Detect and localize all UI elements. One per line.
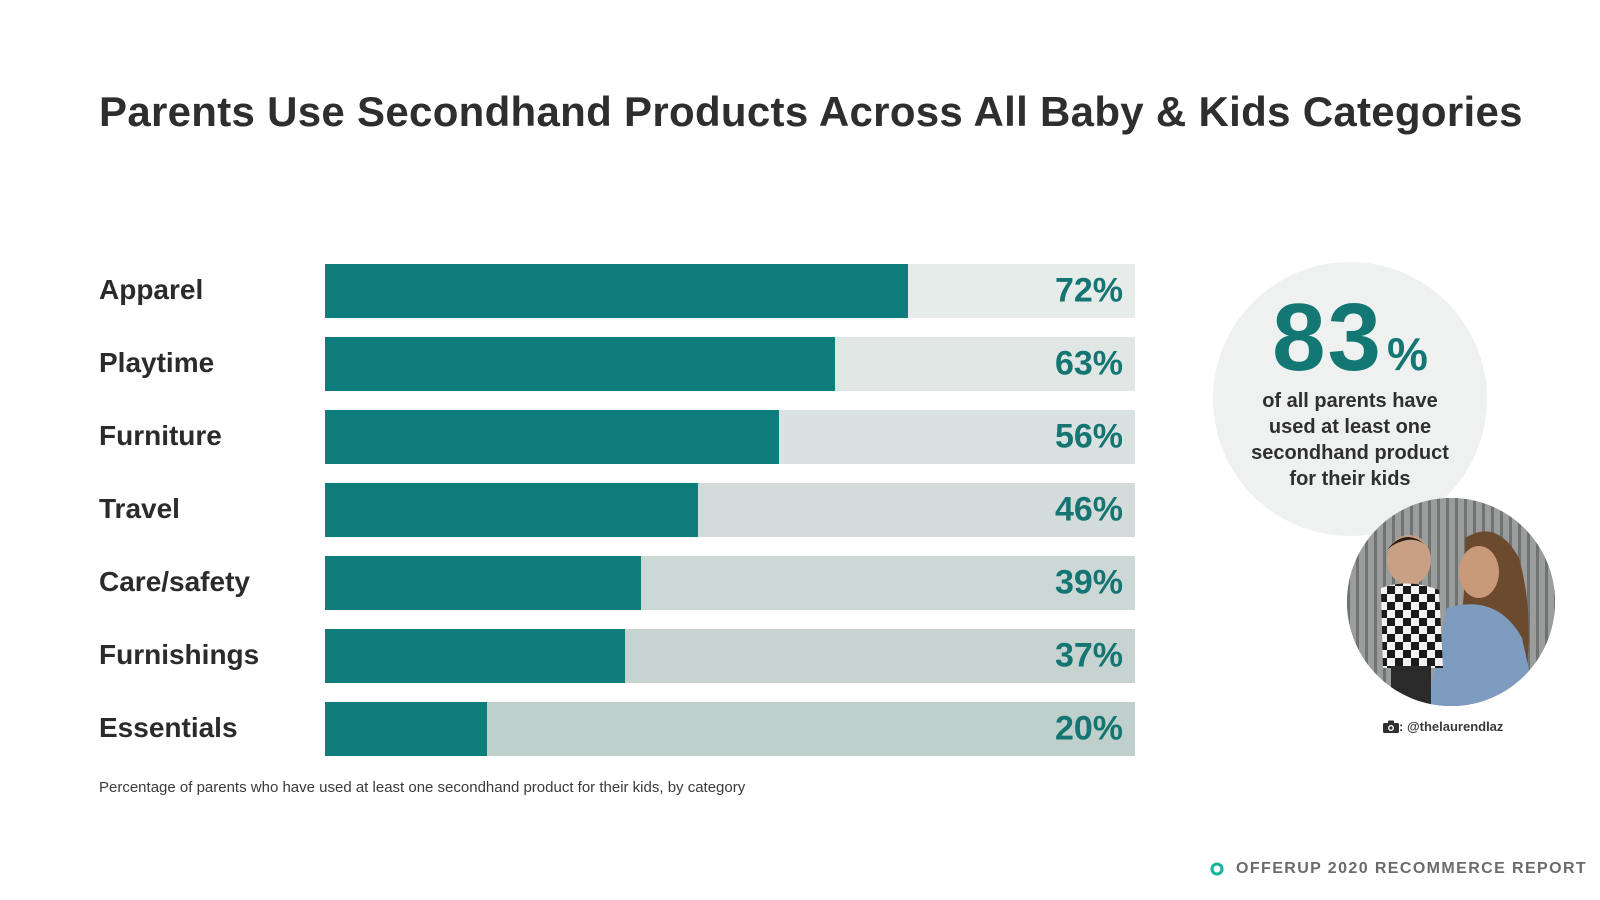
value-label: 72%	[1054, 271, 1123, 310]
footer-text: OFFERUP 2020 RECOMMERCE REPORT	[1236, 860, 1588, 877]
value-label: 56%	[1054, 417, 1123, 456]
bar-fill	[325, 702, 487, 756]
stat-line: of all parents have	[1262, 390, 1438, 412]
bar-fill	[325, 264, 909, 318]
bar-track: 46%	[325, 483, 1135, 537]
photo-credit-text: : @thelaurendlaz	[1399, 719, 1504, 734]
category-label: Furniture	[99, 420, 222, 451]
value-label: 63%	[1054, 344, 1123, 383]
stat-unit: %	[1386, 328, 1428, 380]
offerup-logo-icon	[1210, 862, 1224, 876]
page-title: Parents Use Secondhand Products Across A…	[99, 88, 1523, 135]
category-label: Furnishings	[99, 639, 260, 670]
photo-illustration	[1347, 498, 1555, 706]
stat-description: of all parents have used at least one se…	[1237, 388, 1463, 492]
parent-child-photo	[1347, 498, 1555, 706]
bar-fill	[325, 410, 779, 464]
report-footer: OFFERUP 2020 RECOMMERCE REPORT	[1210, 860, 1587, 878]
stat-line: used at least one	[1268, 416, 1432, 438]
chart-caption: Percentage of parents who have used at l…	[99, 779, 746, 796]
bar-chart: Apparel 72% Playtime 63% Furniture 56% Travel 4…	[99, 264, 1135, 756]
value-label: 37%	[1054, 636, 1123, 675]
category-label: Playtime	[99, 347, 215, 378]
bar-track: 20%	[325, 702, 1135, 756]
bar-track: 63%	[325, 337, 1135, 391]
stat-number: 83	[1272, 284, 1383, 391]
bar-fill	[325, 556, 641, 610]
stat-line: secondhand product	[1251, 442, 1449, 464]
bar-track: 56%	[325, 410, 1135, 464]
category-label: Apparel	[99, 274, 204, 305]
value-label: 39%	[1054, 563, 1123, 602]
bar-track: 39%	[325, 556, 1135, 610]
stat-line: for their kids	[1289, 468, 1411, 490]
category-label: Care/safety	[99, 566, 250, 597]
camera-icon	[1383, 720, 1399, 733]
bar-track: 37%	[325, 629, 1135, 683]
category-label: Essentials	[99, 712, 238, 743]
bar-fill	[325, 483, 698, 537]
stat-callout: 83% of all parents have used at least on…	[1213, 262, 1487, 536]
bar-fill	[325, 629, 625, 683]
value-label: 46%	[1054, 490, 1123, 529]
photo-credit: : @thelaurendlaz	[1383, 719, 1503, 734]
value-label: 20%	[1054, 709, 1123, 748]
bar-track: 72%	[325, 264, 1135, 318]
bar-fill	[325, 337, 836, 391]
category-label: Travel	[99, 493, 180, 524]
